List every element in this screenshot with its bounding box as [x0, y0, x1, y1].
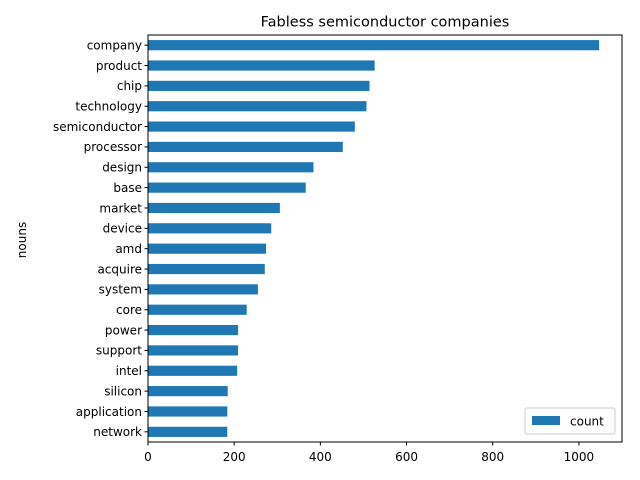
y-tick-label: chip	[117, 79, 142, 93]
y-axis-label: nouns	[15, 222, 29, 258]
plot-frame	[147, 34, 623, 443]
bar-company	[148, 40, 600, 51]
x-tick-label: 0	[144, 450, 152, 464]
bar-intel	[148, 365, 238, 376]
y-tick-label: company	[87, 38, 142, 52]
y-tick-label: market	[99, 201, 142, 215]
y-tick-label: silicon	[104, 384, 142, 398]
y-tick-label: power	[105, 323, 142, 337]
y-tick-label: core	[116, 303, 142, 317]
bar-device	[148, 223, 272, 234]
x-tick-label: 600	[395, 450, 418, 464]
bar-support	[148, 345, 239, 356]
bar-processor	[148, 141, 343, 153]
y-tick-label: design	[102, 161, 142, 175]
y-tick-label: acquire	[97, 262, 142, 276]
legend-label: count	[570, 415, 604, 429]
x-tick-label: 400	[309, 450, 332, 464]
y-tick-label: product	[96, 59, 142, 73]
y-tick-label: amd	[115, 242, 142, 256]
bar-silicon	[148, 386, 228, 397]
legend: count	[524, 407, 616, 435]
legend-swatch	[532, 416, 560, 425]
bar-technology	[148, 101, 367, 112]
y-tick-label: intel	[116, 364, 142, 378]
bars-group	[148, 40, 600, 437]
y-tick-label: application	[76, 405, 142, 419]
bar-power	[148, 324, 239, 336]
legend-box	[524, 407, 616, 435]
y-tick-label: semiconductor	[53, 120, 142, 134]
chart-title: Fabless semiconductor companies	[261, 15, 510, 31]
y-tick-label: base	[113, 181, 142, 195]
y-tick-label: technology	[75, 100, 142, 114]
x-ticks-group: 0 200 400 600 800 1000	[144, 442, 594, 464]
bar-application	[148, 406, 228, 417]
y-tick-label: support	[96, 344, 142, 358]
bar-chip	[148, 80, 370, 91]
x-tick-label: 800	[481, 450, 504, 464]
bar-base	[148, 182, 306, 193]
bar-system	[148, 284, 258, 295]
y-tick-label: processor	[84, 140, 142, 154]
x-tick-label: 1000	[564, 450, 595, 464]
x-tick-label: 200	[223, 450, 246, 464]
bar-design	[148, 162, 314, 173]
bar-acquire	[148, 263, 265, 275]
bar-network	[148, 426, 228, 437]
bar-amd	[148, 243, 267, 254]
y-ticks-group: company product chip technology semiconducto…	[53, 38, 148, 439]
y-tick-label: network	[93, 425, 142, 439]
bar-core	[148, 304, 247, 315]
bar-semiconductor	[148, 121, 355, 132]
y-tick-label: device	[103, 222, 142, 236]
bar-market	[148, 202, 280, 214]
y-tick-label: system	[99, 283, 142, 297]
bar-product	[148, 60, 375, 71]
